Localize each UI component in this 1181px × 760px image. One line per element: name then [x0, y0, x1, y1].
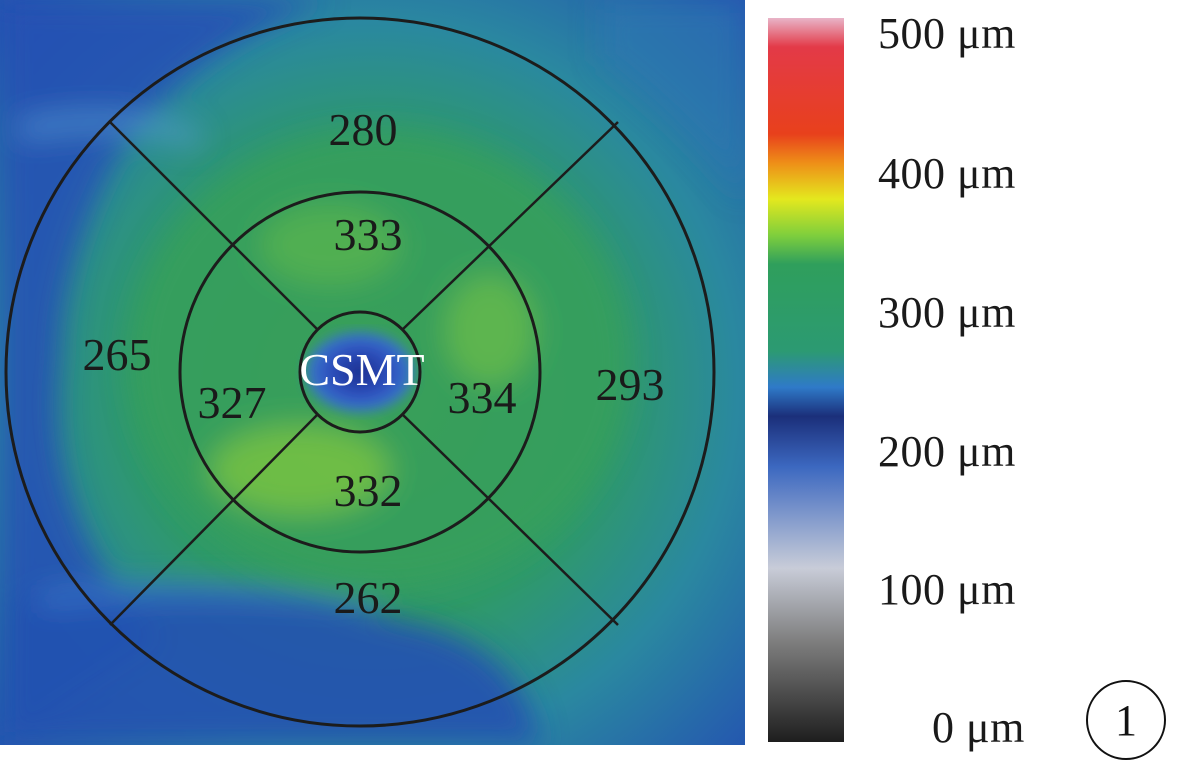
figure-number-badge: 1	[1086, 680, 1166, 760]
outer-nasal-value: 293	[596, 359, 665, 410]
inner-inferior-value: 332	[334, 465, 403, 516]
sector-line-upper-left	[109, 121, 319, 331]
inner-nasal-value: 334	[448, 372, 517, 423]
sector-line-lower-left	[109, 413, 319, 626]
scale-label-100: 100 μm	[878, 565, 1016, 614]
scale-label-300: 300 μm	[878, 288, 1016, 337]
scale-label-200: 200 μm	[878, 427, 1016, 476]
sector-line-lower-right	[401, 413, 619, 626]
center-label: CSMT	[299, 344, 424, 395]
center-circle	[298, 310, 422, 434]
color-scale-bar	[768, 18, 844, 742]
scale-label-500: 500 μm	[878, 9, 1016, 58]
scale-label-0: 0 μm	[932, 703, 1025, 752]
outer-inferior-value: 262	[334, 572, 403, 623]
inner-temporal-value: 327	[198, 377, 267, 428]
retinal-thickness-map: 280 333 265 327 334 293 332 262 CSMT	[0, 0, 745, 745]
inner-superior-value: 333	[334, 209, 403, 260]
outer-temporal-value: 265	[83, 329, 152, 380]
scale-label-400: 400 μm	[878, 149, 1016, 198]
outer-superior-value: 280	[329, 104, 398, 155]
inner-ring-circle	[178, 190, 542, 554]
sector-line-upper-right	[401, 121, 619, 331]
outer-ring-circle	[4, 16, 716, 728]
